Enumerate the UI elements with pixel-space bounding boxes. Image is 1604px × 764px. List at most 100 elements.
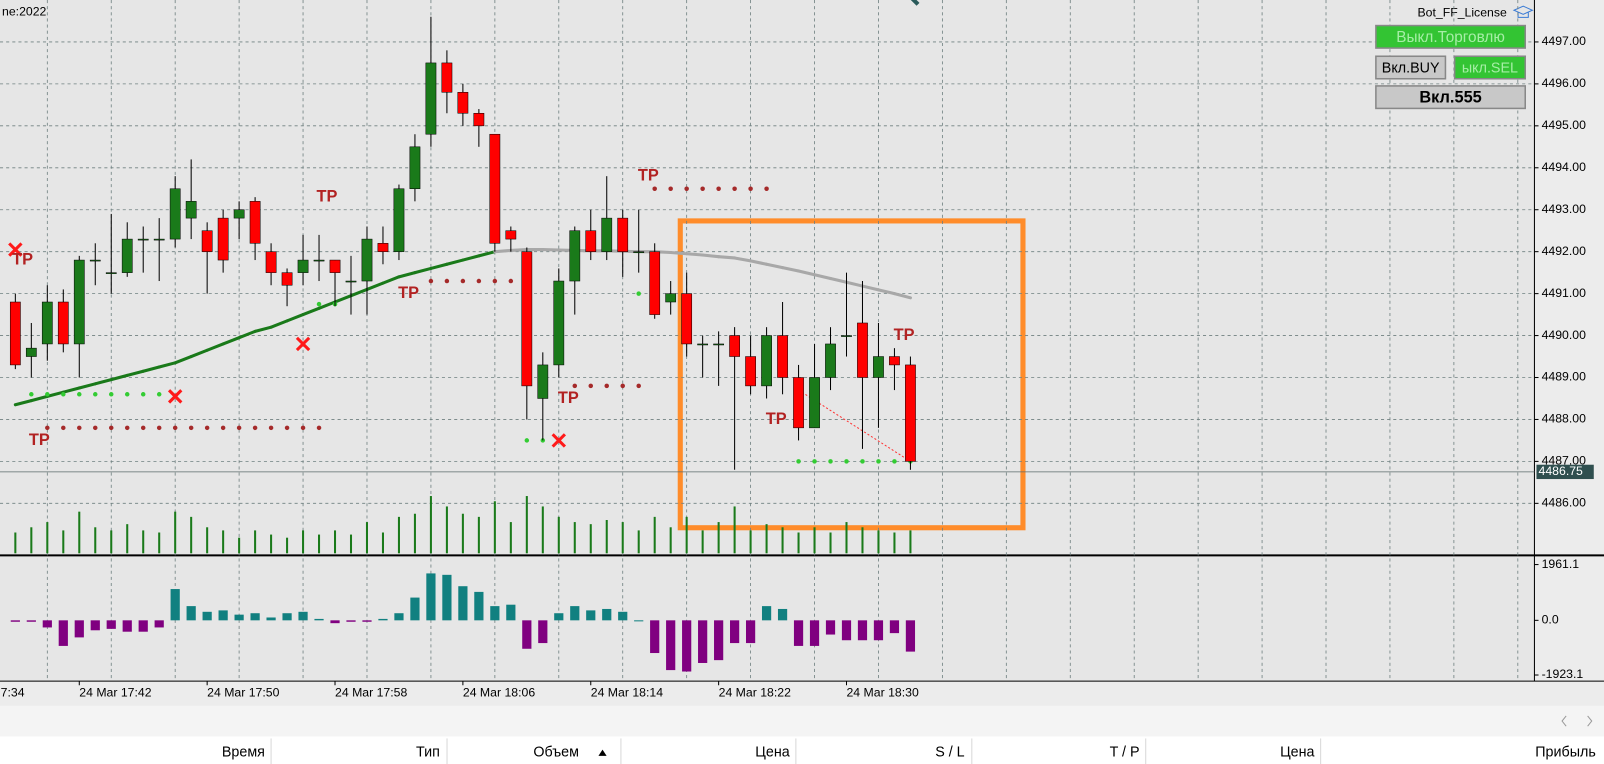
column-header[interactable]: Тип bbox=[416, 745, 440, 761]
panel-button-label[interactable]: Вкл.555 bbox=[1419, 89, 1481, 107]
candle-body bbox=[537, 364, 549, 399]
candle-body bbox=[889, 356, 900, 366]
candle-body bbox=[313, 259, 325, 262]
panel-button-label[interactable]: Вкл.BUY bbox=[1382, 60, 1440, 76]
level-dot bbox=[588, 383, 594, 389]
level-dot bbox=[140, 392, 146, 397]
candle-body bbox=[793, 377, 804, 429]
indicator-bar bbox=[698, 620, 708, 663]
ma-segment bbox=[876, 288, 896, 296]
indicator-bar bbox=[490, 606, 500, 621]
candle-body bbox=[73, 259, 85, 345]
column-header[interactable]: Цена bbox=[1280, 745, 1314, 761]
candle-body bbox=[857, 322, 868, 378]
column-header[interactable]: Объем bbox=[533, 745, 579, 761]
indicator-bar bbox=[314, 618, 324, 621]
level-dot bbox=[684, 186, 689, 192]
level-dot bbox=[636, 383, 641, 389]
ma-segment bbox=[317, 300, 337, 310]
level-dot bbox=[700, 186, 705, 192]
column-header[interactable]: T / P bbox=[1110, 745, 1140, 761]
candle-body bbox=[569, 230, 581, 282]
ma-segment bbox=[413, 266, 433, 275]
column-header[interactable]: Прибыль bbox=[1535, 745, 1596, 761]
level-dot bbox=[620, 383, 625, 389]
candle-body bbox=[345, 280, 357, 283]
candle-body bbox=[153, 238, 165, 241]
close-mark bbox=[8, 242, 23, 257]
candle-body bbox=[649, 251, 661, 315]
level-dot bbox=[124, 425, 130, 431]
indicator-bar bbox=[570, 606, 580, 621]
indicator-bar bbox=[474, 591, 484, 621]
candle-body bbox=[105, 272, 117, 274]
panel-button-label[interactable]: Выкл.Торговлю bbox=[1396, 29, 1505, 46]
candle-body bbox=[409, 146, 421, 190]
ma-segment bbox=[93, 378, 113, 386]
candle-body bbox=[841, 335, 852, 337]
indicator-bar bbox=[506, 604, 516, 621]
x-tick-label-partial: 7:34 bbox=[1, 686, 25, 700]
x-tick-label: 24 Mar 17:58 bbox=[335, 686, 407, 700]
indicator-bar bbox=[234, 614, 244, 621]
candle-body bbox=[329, 259, 341, 273]
indicator-bar bbox=[841, 620, 852, 641]
candle-body bbox=[681, 293, 693, 345]
ma-segment bbox=[749, 259, 769, 266]
panel-button[interactable] bbox=[1375, 24, 1526, 49]
level-dot bbox=[284, 425, 290, 431]
column-header[interactable]: Время bbox=[222, 745, 265, 761]
indicator-bar bbox=[58, 620, 68, 646]
level-dot bbox=[188, 425, 194, 431]
level-dot bbox=[748, 186, 753, 192]
indicator-bar bbox=[873, 620, 884, 641]
indicator-bar bbox=[26, 620, 36, 622]
indicator-bar bbox=[362, 620, 372, 622]
level-dot bbox=[508, 278, 514, 284]
panel-button[interactable] bbox=[1375, 55, 1447, 80]
level-dot bbox=[156, 392, 162, 397]
candle-body bbox=[505, 230, 517, 240]
level-dot bbox=[460, 278, 466, 284]
indicator-bar bbox=[666, 620, 676, 671]
level-dot bbox=[300, 425, 306, 431]
column-header[interactable]: S / L bbox=[935, 745, 964, 761]
ma-segment bbox=[717, 255, 737, 260]
indicator-bar bbox=[250, 613, 260, 621]
indicator-tick-label: -1923.1 bbox=[1542, 667, 1584, 681]
level-dot bbox=[796, 459, 801, 464]
candle-body bbox=[121, 238, 133, 273]
y-tick-label: 4486.00 bbox=[1542, 496, 1587, 510]
y-tick-label: 4495.00 bbox=[1542, 118, 1587, 132]
ma-segment bbox=[781, 266, 801, 273]
tp-label: TP bbox=[638, 166, 659, 184]
scroll-right[interactable] bbox=[1587, 715, 1593, 727]
ma-segment bbox=[285, 313, 305, 323]
candle-body bbox=[457, 92, 469, 114]
level-dot bbox=[876, 459, 881, 464]
indicator-bar bbox=[618, 611, 628, 621]
candle-body bbox=[25, 347, 37, 357]
panel-button[interactable] bbox=[1375, 85, 1526, 110]
indicator-bar bbox=[74, 620, 84, 638]
candle-body bbox=[249, 201, 261, 244]
panel-button-label[interactable]: ыкл.SEL bbox=[1462, 60, 1518, 76]
candle-body bbox=[633, 251, 645, 253]
ma-segment bbox=[157, 361, 177, 369]
ma-segment bbox=[812, 273, 833, 281]
column-header[interactable]: Цена bbox=[755, 745, 789, 761]
level-dot bbox=[716, 186, 721, 192]
ma-segment bbox=[477, 250, 497, 258]
scroll-left[interactable] bbox=[1561, 715, 1567, 727]
ma-segment bbox=[701, 253, 721, 259]
level-dot bbox=[524, 438, 530, 443]
level-dot bbox=[29, 392, 34, 397]
x-tick-label: 24 Mar 18:06 bbox=[463, 686, 535, 700]
indicator-bar bbox=[410, 597, 420, 621]
indicator-tick-label: 1961.1 bbox=[1542, 557, 1580, 571]
level-dot bbox=[252, 425, 258, 431]
level-dot bbox=[140, 425, 146, 431]
panel-button[interactable] bbox=[1453, 55, 1526, 80]
indicator-bar bbox=[793, 620, 804, 646]
ma-segment bbox=[461, 254, 481, 262]
